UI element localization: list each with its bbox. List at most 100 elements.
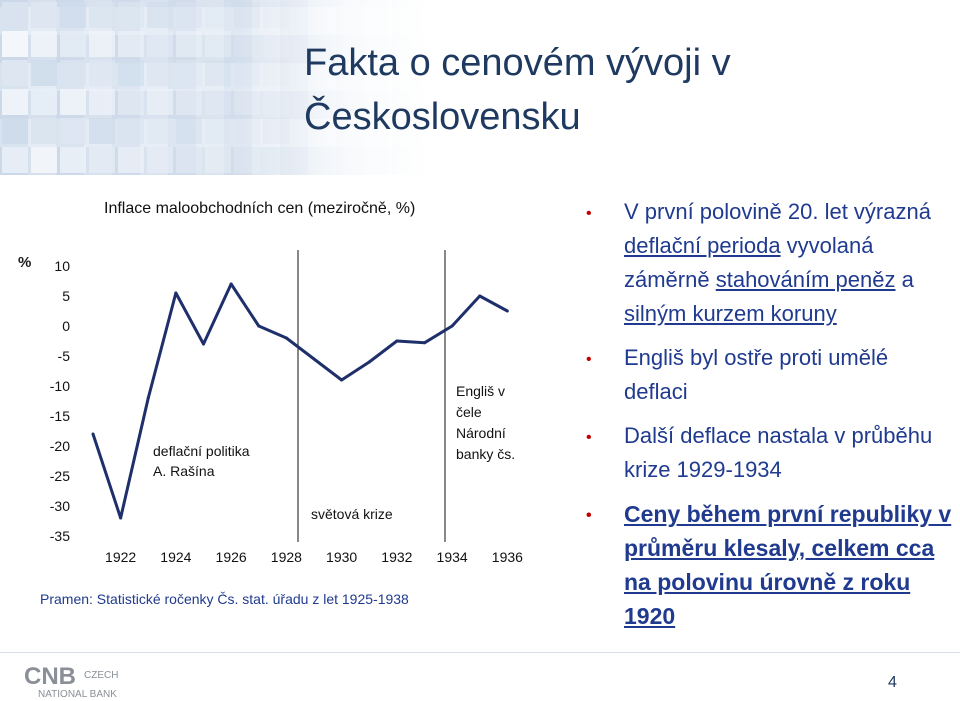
slide-title-line1: Fakta o cenovém vývoji v: [304, 42, 731, 84]
mosaic-cell: [263, 60, 289, 86]
mosaic-cell: [60, 60, 86, 86]
annotation-line: světová krize: [311, 506, 393, 522]
footer-divider: [0, 652, 960, 653]
mosaic-cell: [263, 118, 289, 144]
annotation-line: Národní: [456, 425, 506, 441]
mosaic-cell: [205, 2, 231, 28]
mosaic-cell: [2, 31, 28, 57]
mosaic-cell: [147, 89, 173, 115]
logo-text-line1: CZECH: [84, 670, 118, 681]
data-point: [423, 341, 426, 345]
annotation-line: čele: [456, 404, 482, 420]
mosaic-cell: [147, 147, 173, 173]
annotation-line: Engliš v: [456, 383, 506, 399]
mosaic-cell: [176, 118, 202, 144]
mosaic-cell: [234, 2, 260, 28]
slide-title-line2: Československu: [304, 96, 581, 138]
mosaic-cell: [234, 31, 260, 57]
mosaic-cell: [89, 60, 115, 86]
data-point: [312, 357, 316, 361]
mosaic-cell: [205, 89, 231, 115]
mosaic-cell: [176, 60, 202, 86]
mosaic-cell: [205, 31, 231, 57]
annotation-world-crisis: světová krize: [311, 504, 393, 524]
mosaic-cell: [89, 147, 115, 173]
bullet-item: • Engliš byl ostře proti umělé deflaci: [586, 341, 956, 409]
mosaic-cell: [89, 31, 115, 57]
mosaic-cell: [147, 2, 173, 28]
underlined-term: deflační perioda: [624, 233, 781, 258]
mosaic-cell: [263, 147, 289, 173]
mosaic-cell: [60, 118, 86, 144]
page-number: 4: [888, 674, 897, 691]
mosaic-cell: [234, 147, 260, 173]
y-tick-label: -15: [50, 408, 70, 424]
mosaic-cell: [118, 31, 144, 57]
bullet-marker-icon: •: [586, 507, 592, 524]
y-tick-label: 0: [62, 318, 70, 334]
y-tick-label: -25: [50, 468, 70, 484]
bullet-text: Ceny během první republiky v průměru kle…: [624, 501, 952, 629]
slide-title: Fakta o cenovém vývoji v Československu: [304, 36, 924, 144]
bullet-text: Další deflace nastala v průběhu krize 19…: [624, 423, 933, 482]
data-point: [284, 336, 288, 340]
mosaic-cell: [60, 31, 86, 57]
bullet-marker-icon: •: [586, 429, 592, 446]
mosaic-cell: [205, 60, 231, 86]
bullet-text: V první polovině 20. let výrazná: [624, 199, 931, 224]
annotation-line: banky čs.: [456, 446, 516, 462]
mosaic-cell: [89, 118, 115, 144]
bullet-marker-icon: •: [586, 205, 592, 222]
annotation-line: deflační politika: [153, 443, 250, 459]
x-tick-label: 1934: [437, 549, 468, 565]
mosaic-cell: [31, 60, 57, 86]
mosaic-cell: [176, 31, 202, 57]
mosaic-cell: [118, 147, 144, 173]
y-tick-label: -20: [50, 438, 70, 454]
mosaic-cell: [89, 89, 115, 115]
mosaic-cell: [176, 2, 202, 28]
logo-text-line2: NATIONAL BANK: [38, 689, 117, 700]
mosaic-cell: [118, 60, 144, 86]
logo-mark: CNB: [24, 663, 76, 690]
bullet-list: • V první polovině 20. let výrazná deflač…: [586, 195, 956, 643]
annotation-deflation-policy: deflační politika A. Rašína: [153, 441, 250, 481]
bullet-item: • V první polovině 20. let výrazná deflač…: [586, 195, 956, 331]
data-point: [174, 291, 178, 295]
mosaic-cells: [0, 0, 300, 175]
data-point: [202, 342, 205, 346]
mosaic-cell: [176, 147, 202, 173]
line-chart: 10 5 0 -5 -10 -15 -20 -25 -30 -35 1922 1924 1926 1928…: [50, 250, 523, 565]
bullet-text: a: [895, 267, 914, 292]
data-point: [119, 516, 123, 520]
y-tick-label: -30: [50, 498, 70, 514]
mosaic-cell: [2, 89, 28, 115]
mosaic-cell: [234, 118, 260, 144]
data-point: [505, 309, 509, 313]
mosaic-cell: [31, 89, 57, 115]
y-unit-label: %: [18, 254, 32, 271]
x-tick-label: 1936: [492, 549, 523, 565]
mosaic-cell: [205, 118, 231, 144]
mosaic-cell: [2, 60, 28, 86]
bullet-text: vyvolaná záměrně: [624, 233, 874, 292]
data-point: [229, 282, 233, 286]
y-tick-label: -35: [50, 528, 70, 544]
mosaic-cell: [263, 31, 289, 57]
mosaic-cell: [147, 60, 173, 86]
underlined-term: stahováním peněz: [715, 267, 896, 292]
y-tick-label: -10: [50, 378, 70, 394]
data-point: [257, 324, 261, 328]
mosaic-cell: [2, 147, 28, 173]
mosaic-cell: [2, 2, 28, 28]
data-point: [91, 432, 95, 436]
mosaic-cell: [118, 89, 144, 115]
mosaic-cell: [234, 60, 260, 86]
data-point: [478, 294, 482, 298]
y-tick-label: 5: [62, 288, 70, 304]
mosaic-cell: [205, 147, 231, 173]
data-point: [340, 378, 344, 382]
series-line: [91, 282, 509, 520]
mosaic-cell: [263, 2, 289, 28]
mosaic-cell: [234, 89, 260, 115]
